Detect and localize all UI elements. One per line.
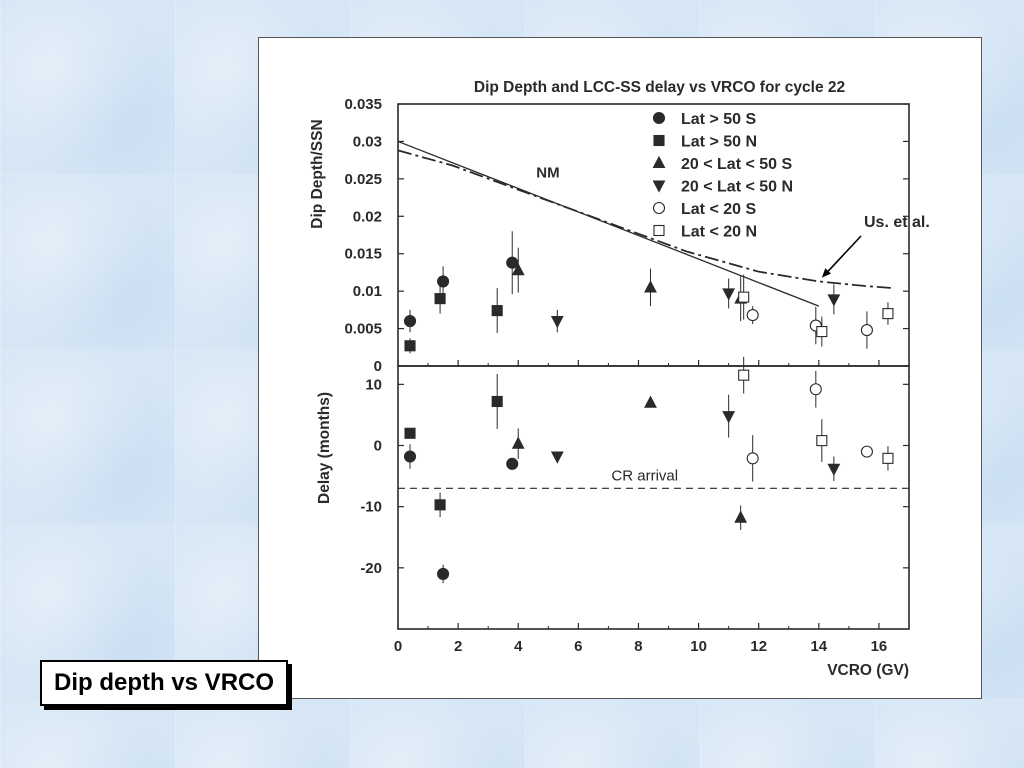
- caption-box: Dip depth vs VRCO: [40, 660, 289, 706]
- top-y-axis-label: Dip Depth/SSN: [309, 119, 326, 228]
- top-point-triangle-up: [644, 280, 657, 293]
- bottom-point-circle-open: [809, 383, 822, 396]
- top-y-tick-label: 0.015: [344, 246, 382, 263]
- chart-title: Dip Depth and LCC-SS delay vs VRCO for c…: [474, 79, 845, 96]
- legend-marker: [652, 201, 666, 215]
- x-tick-label: 2: [454, 638, 462, 655]
- x-tick-label: 12: [750, 638, 767, 655]
- legend-marker: [653, 224, 665, 237]
- top-point-square-open: [738, 291, 750, 303]
- legend-marker: [652, 155, 666, 169]
- x-tick-label: 16: [871, 638, 888, 655]
- top-point-circle-open: [860, 324, 873, 337]
- cr-arrival-label: CR arrival: [611, 467, 678, 484]
- bottom-point-triangle-down: [722, 411, 736, 424]
- figure-panel: Dip Depth and LCC-SS delay vs VRCO for c…: [258, 37, 982, 699]
- bottom-point-circle-filled: [403, 450, 417, 463]
- bottom-y-tick-label: -20: [360, 560, 382, 577]
- top-point-square-filled: [404, 340, 416, 352]
- top-y-tick-label: 0.03: [353, 133, 382, 150]
- bottom-point-circle-open: [746, 452, 759, 465]
- top-point-circle-filled: [437, 275, 450, 288]
- legend-label: 20 < Lat < 50 N: [681, 179, 793, 196]
- annotation-us-et-al: Us. et al.: [864, 214, 930, 231]
- bottom-point-square-open: [738, 369, 750, 381]
- top-y-tick-label: 0.035: [344, 96, 382, 113]
- x-tick-label: 6: [574, 638, 582, 655]
- bottom-y-tick-label: 10: [365, 376, 382, 393]
- x-tick-label: 10: [690, 638, 707, 655]
- top-y-tick-label: 0: [374, 358, 382, 375]
- x-axis-label: VCRO (GV): [827, 662, 909, 679]
- bottom-y-tick-label: 0: [374, 438, 382, 455]
- top-y-tick-label: 0.02: [353, 208, 382, 225]
- bottom-point-square-open: [882, 452, 894, 464]
- legend-label: Lat > 50 S: [681, 111, 756, 128]
- top-point-square-open: [816, 326, 828, 338]
- bottom-point-square-filled: [404, 427, 416, 439]
- bottom-point-triangle-down: [827, 463, 841, 476]
- top-point-triangle-down: [550, 316, 564, 329]
- top-y-tick-label: 0.005: [344, 321, 382, 338]
- x-tick-label: 0: [394, 638, 402, 655]
- top-y-tick-label: 0.025: [344, 171, 382, 188]
- legend-label: Lat < 20 N: [681, 224, 757, 241]
- bottom-point-triangle-down: [550, 451, 564, 464]
- bottom-point-circle-filled: [506, 457, 519, 470]
- bottom-point-triangle-up: [644, 395, 657, 408]
- legend-label: 20 < Lat < 50 S: [681, 156, 793, 173]
- top-point-triangle-down: [827, 294, 841, 307]
- x-tick-label: 4: [514, 638, 523, 655]
- x-tick-label: 14: [810, 638, 827, 655]
- top-point-triangle-up: [511, 262, 525, 276]
- x-tick-label: 8: [634, 638, 642, 655]
- bottom-y-axis-label: Delay (months): [316, 392, 333, 504]
- top-point-circle-filled: [403, 315, 417, 328]
- line-us-et-al-: [397, 149, 895, 290]
- line-nm: [397, 140, 820, 307]
- top-point-square-open: [882, 308, 894, 320]
- bottom-point-square-filled: [491, 395, 503, 408]
- legend-marker: [652, 180, 666, 193]
- caption-text: Dip depth vs VRCO: [54, 669, 275, 696]
- bottom-point-square-open: [816, 435, 828, 447]
- legend-marker: [652, 111, 666, 125]
- bottom-point-circle-filled: [437, 567, 450, 581]
- bottom-point-triangle-up: [511, 436, 525, 449]
- bottom-plot-frame: [397, 365, 910, 630]
- top-point-triangle-down: [722, 288, 736, 301]
- legend-label: Lat > 50 N: [681, 134, 757, 151]
- bottom-y-tick-label: -10: [360, 499, 382, 516]
- chart: Dip Depth and LCC-SS delay vs VRCO for c…: [309, 79, 930, 679]
- bottom-point-circle-open: [860, 445, 873, 458]
- annotation-arrow: [825, 235, 862, 275]
- top-point-square-filled: [491, 305, 503, 317]
- annotation-arrowhead: [821, 268, 831, 278]
- legend-marker: [653, 134, 665, 147]
- top-point-circle-open: [746, 309, 759, 322]
- top-y-tick-label: 0.01: [353, 283, 382, 300]
- top-point-circle-filled: [506, 256, 519, 269]
- bottom-point-triangle-up: [734, 510, 748, 523]
- bottom-point-square-filled: [434, 499, 446, 511]
- annotation-nm: NM: [536, 164, 559, 181]
- legend-label: Lat < 20 S: [681, 201, 756, 218]
- top-point-square-filled: [434, 293, 446, 305]
